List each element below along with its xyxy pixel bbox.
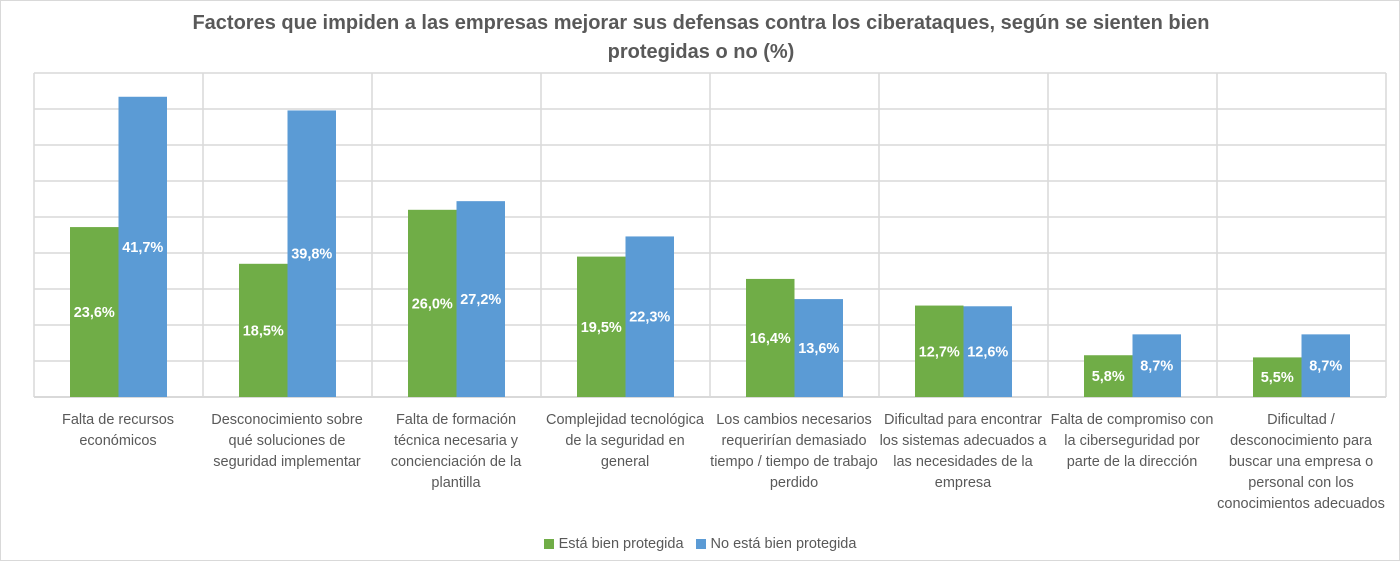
bar-protected <box>408 209 457 397</box>
bar-not-protected <box>287 110 336 397</box>
data-label: 26,0% <box>412 296 453 312</box>
bar-protected <box>1253 357 1302 397</box>
category-label: Falta de formación técnica necesaria y c… <box>390 412 522 491</box>
data-label: 8,7% <box>1309 359 1342 375</box>
data-label: 27,2% <box>460 292 501 308</box>
bar-not-protected <box>1301 334 1350 397</box>
legend-label: No está bien protegida <box>710 536 857 552</box>
chart-title: Factores que impiden a las empresas mejo… <box>192 12 1210 63</box>
category-label: Dificultad para encontrar los sistemas a… <box>879 412 1047 491</box>
data-label: 16,4% <box>750 331 791 347</box>
category-label: Dificultad / desconocimiento para buscar… <box>1217 412 1385 512</box>
bar-protected <box>1084 355 1133 397</box>
bar-not-protected <box>963 306 1012 397</box>
legend-swatch <box>543 539 554 549</box>
data-label: 19,5% <box>581 320 622 336</box>
legend: Está bien protegida No está bien protegid… <box>1 536 1399 553</box>
data-label: 39,8% <box>291 247 332 263</box>
data-label: 5,8% <box>1092 369 1125 385</box>
data-label: 13,6% <box>798 341 839 357</box>
legend-label: Está bien protegida <box>558 536 684 552</box>
bar-not-protected <box>456 201 505 397</box>
bar-not-protected <box>1132 334 1181 397</box>
bar-not-protected <box>794 299 843 397</box>
bar-protected <box>746 278 795 397</box>
category-label: Falta de compromiso con la cibersegurida… <box>1050 412 1214 470</box>
data-label: 18,5% <box>243 323 284 339</box>
data-label: 5,5% <box>1261 370 1294 386</box>
legend-item: Está bien protegida <box>543 536 684 552</box>
legend-swatch <box>695 539 706 549</box>
category-label: Los cambios necesarios requerirían demas… <box>710 412 878 491</box>
bar-protected <box>239 263 288 397</box>
data-label: 23,6% <box>74 305 115 321</box>
bar-protected <box>577 256 626 397</box>
data-label: 41,7% <box>122 240 163 256</box>
bar-not-protected <box>625 236 674 397</box>
bar-protected <box>70 227 119 397</box>
legend-item: No está bien protegida <box>695 536 857 552</box>
category-label: Complejidad tecnológica de la seguridad … <box>546 412 704 470</box>
data-label: 12,6% <box>967 345 1008 361</box>
data-label: 22,3% <box>629 310 670 326</box>
data-label: 8,7% <box>1140 359 1173 375</box>
bar-not-protected <box>118 96 167 397</box>
category-label: Desconocimiento sobre qué soluciones de … <box>211 412 363 470</box>
data-label: 12,7% <box>919 344 960 360</box>
bar-protected <box>915 305 964 397</box>
category-label: Falta de recursos económicos <box>61 412 175 449</box>
